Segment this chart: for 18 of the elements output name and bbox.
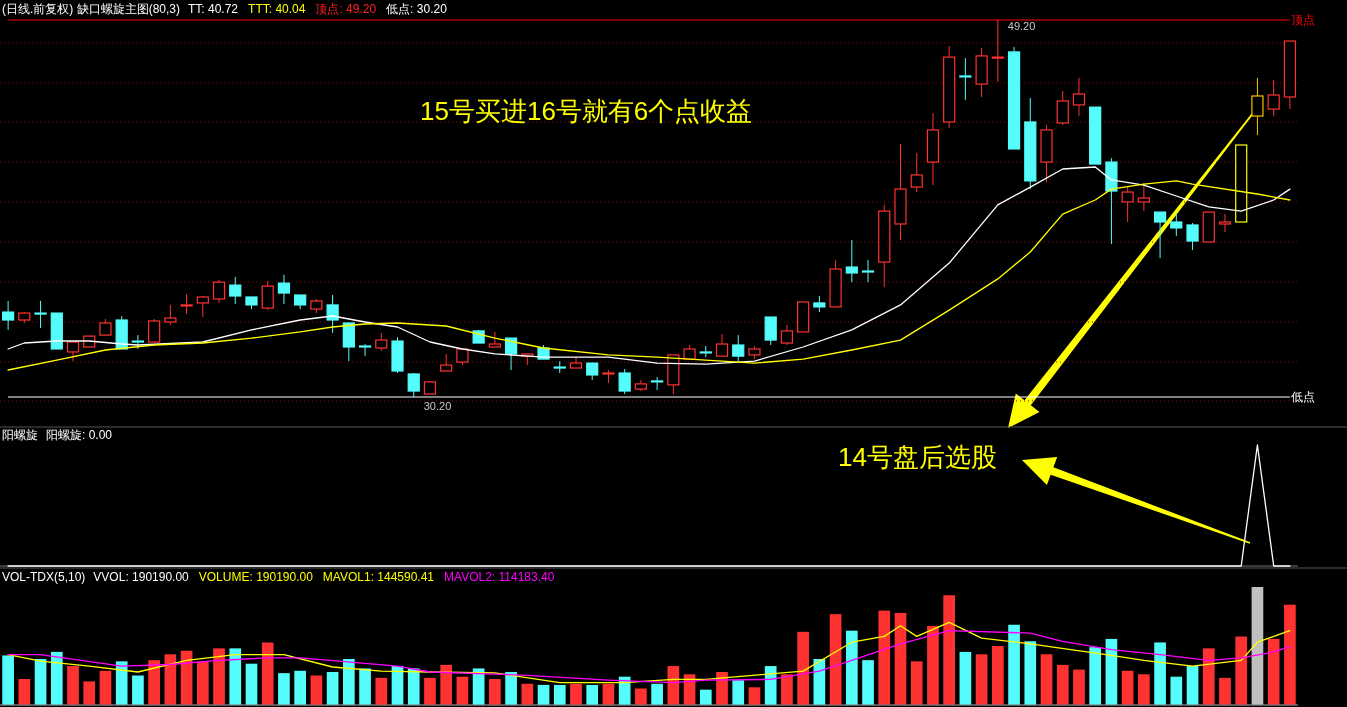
text: 阳螺旋: 0.00 bbox=[46, 428, 113, 442]
annotation: 15号买进16号就有6个点收益 bbox=[420, 96, 753, 126]
chart-title: (日线.前复权) 缺口螺旋主图(80,3) bbox=[2, 2, 181, 16]
annotation: 14号盘后选股 bbox=[838, 442, 997, 472]
text: 低点: 30.20 bbox=[386, 2, 448, 16]
text: 顶点: 49.20 bbox=[315, 2, 377, 16]
text: MAVOL1: 144590.41 bbox=[322, 570, 435, 584]
text: TTT: 40.04 bbox=[248, 2, 306, 16]
text: VVOL: 190190.00 bbox=[93, 570, 190, 584]
text: MAVOL2: 114183.40 bbox=[444, 570, 555, 584]
annotation: 30.20 bbox=[423, 400, 452, 412]
text: TT: 40.72 bbox=[188, 2, 239, 16]
chart-title: VOL-TDX(5,10) bbox=[2, 570, 86, 584]
chart-title: 阳螺旋 bbox=[2, 428, 38, 442]
ref-line-label: 顶点 bbox=[1290, 13, 1315, 27]
text: VOLUME: 190190.00 bbox=[198, 570, 314, 584]
ref-line-label: 低点 bbox=[1290, 390, 1315, 404]
annotation: 49.20 bbox=[1007, 20, 1036, 32]
